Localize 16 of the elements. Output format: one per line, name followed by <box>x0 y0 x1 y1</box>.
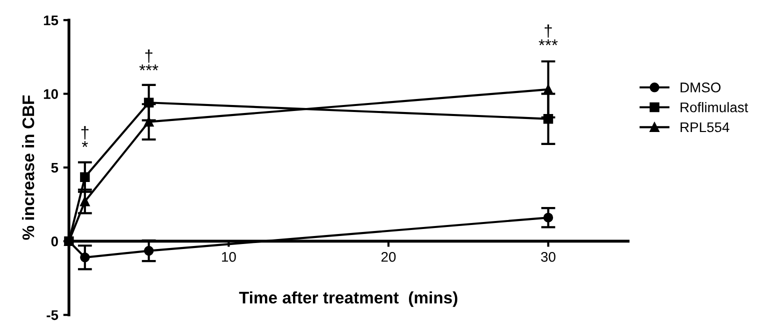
legend-label: DMSO <box>680 82 721 92</box>
x-tick-label: 30 <box>541 252 556 262</box>
y-axis-title: % increase in CBF <box>22 95 34 240</box>
y-tick-label: 5 <box>51 162 58 173</box>
x-axis-title: Time after treatment (mins) <box>239 291 458 307</box>
y-tick-label: 10 <box>44 89 58 99</box>
y-tick-label: 0 <box>51 236 58 246</box>
annotation: † *** <box>538 24 558 46</box>
x-tick-label: 10 <box>222 252 236 262</box>
legend-label: Roflimulast <box>680 102 748 112</box>
x-tick-label: 20 <box>381 252 396 262</box>
legend-label: RPL554 <box>680 122 730 132</box>
y-tick-label: 15 <box>44 16 58 26</box>
annotation: † * <box>81 126 88 147</box>
y-tick-label: -5 <box>46 310 58 320</box>
annotation: † *** <box>139 50 158 70</box>
